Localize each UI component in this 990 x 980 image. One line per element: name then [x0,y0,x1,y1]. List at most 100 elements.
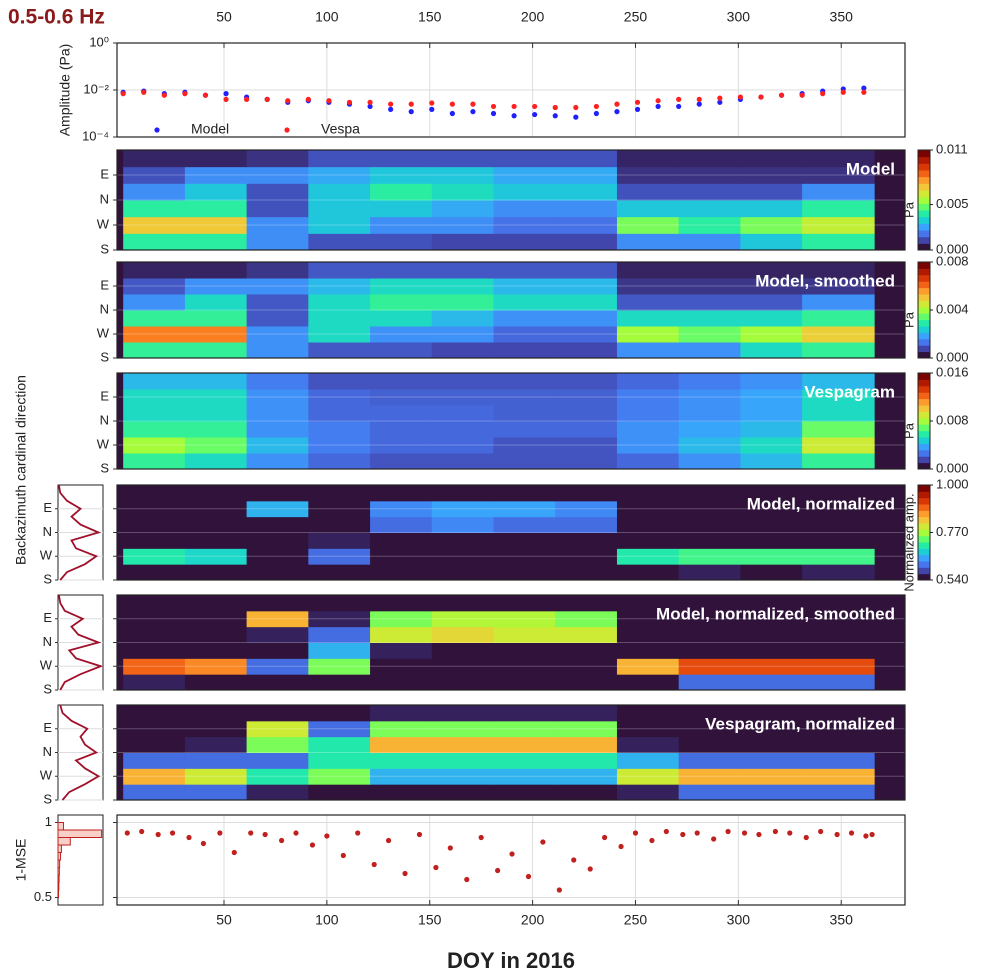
heatmap-cell [493,200,556,218]
y-tick-label: N [100,412,109,427]
heatmap-cell [431,166,495,184]
heatmap-cell [246,736,309,753]
heatmap-cell [493,784,556,801]
heatmap-cell [308,166,371,184]
profile-line [59,704,101,801]
heatmap-cell [555,532,618,549]
heatmap-cell [740,216,803,234]
panel-title: Model, normalized [747,494,895,513]
heatmap-cell [740,421,803,438]
x-tick-label: 100 [315,9,339,25]
heatmap-cell [308,278,371,295]
heatmap-cell [308,705,371,722]
heatmap-cell [246,166,309,184]
heatmap-cell [246,150,309,168]
heatmap-cell [678,516,741,533]
heatmap-cell [370,548,433,565]
heatmap-cell [740,294,803,311]
heatmap-cell [308,294,371,311]
data-point [223,91,229,97]
heatmap-cell [740,736,803,753]
heatmap-cell [678,768,741,785]
heatmap-cell [431,216,495,234]
heatmap-cell [308,326,371,343]
data-point [447,845,453,851]
heatmap-cell [184,548,248,565]
heatmap-cell [802,166,875,184]
y-tick-label: S [43,571,52,586]
heatmap-cell [555,262,618,279]
colorbar-segment [918,306,930,314]
heatmap-cell [555,564,618,581]
heatmap-cell [678,389,741,406]
heatmap-cell [616,216,680,234]
y-tick-label: W [97,216,110,231]
heatmap-cell [246,705,309,722]
heatmap-cell [740,166,803,184]
x-tick-label: 300 [727,9,751,25]
colorbar-segment [918,510,930,518]
histogram-bar [57,889,60,898]
heatmap-cell [493,548,556,565]
data-point [449,101,455,107]
y-tick-label: E [43,720,52,735]
heatmap-cell [678,784,741,801]
heatmap-cell [246,532,309,549]
heatmap-cell [184,500,248,518]
heatmap-cell [246,342,309,359]
heatmap-cell [678,658,741,675]
heatmap-cell [555,278,618,295]
heatmap-cell [123,595,186,612]
heatmap-cell [308,784,371,801]
heatmap-cell [431,421,495,438]
colorbar-segment [918,516,930,524]
heatmap-cell [493,183,556,201]
heatmap-cell [123,610,186,628]
heatmap-cell [370,405,433,422]
heatmap-cell [308,674,371,691]
heatmap-cell [493,342,556,359]
data-point [725,828,731,835]
heatmap-cell [431,294,495,311]
heatmap-cell [740,453,803,470]
heatmap-cell [678,373,741,390]
heatmap-cell [431,564,495,581]
data-point [511,113,517,119]
heatmap-cell [184,200,248,218]
data-point [571,857,577,863]
heatmap-cell [123,674,186,691]
data-point [840,89,846,95]
heatmap-cell [246,642,309,659]
data-point [573,114,579,120]
heatmap-cell [123,342,186,359]
data-point [803,834,809,841]
heatmap-cell [123,768,186,785]
heatmap-cell [740,768,803,785]
heatmap-cell [370,294,433,311]
colorbar-segment [918,417,930,425]
heatmap-cell [308,453,371,470]
heatmap-cell [802,262,875,279]
data-point [264,96,270,102]
heatmap-cell [678,548,741,565]
histogram-bar [57,844,62,853]
heatmap-cell [308,642,371,659]
y-tick-label: 1 [45,814,52,829]
heatmap-cell [616,516,680,533]
heatmap-cell [678,342,741,359]
heatmap-cell [184,216,248,234]
heatmap-cell [246,294,309,311]
colorbar-label: Normalized amp. [901,493,916,591]
heatmap-cell [308,500,371,518]
heatmap-cell [246,720,309,738]
heatmap-cell [802,342,875,359]
heatmap-cell [308,150,371,168]
heatmap-cell [616,674,680,691]
data-point [556,887,562,893]
heatmap-cell [555,233,618,251]
colorbar-tick-label: 1.000 [936,476,969,491]
heatmap-cell [493,262,556,279]
heatmap-cell [370,564,433,581]
heatmap-cell [740,200,803,218]
y-tick-label: E [100,388,109,403]
